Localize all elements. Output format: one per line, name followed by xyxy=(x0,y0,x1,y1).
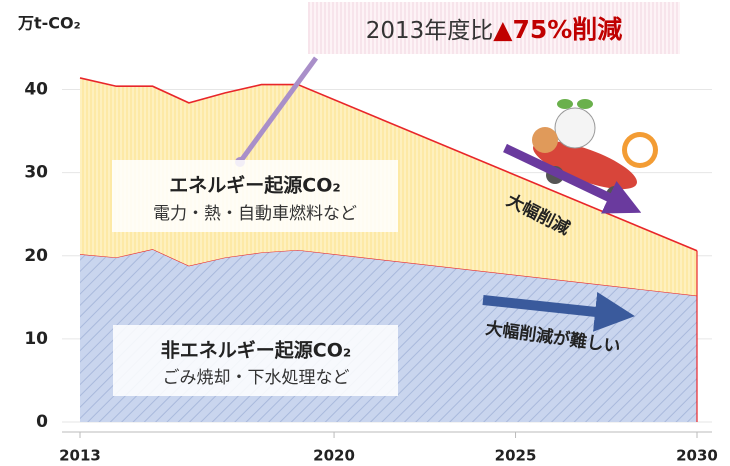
series-sublabel: 電力・熱・自動車燃料など xyxy=(153,204,357,224)
callout-lead: 2013年度比 xyxy=(366,18,494,44)
y-tick-label: 30 xyxy=(24,163,48,183)
series-label: エネルギー起源CO₂ xyxy=(169,174,340,197)
x-tick-label: 2013 xyxy=(59,447,101,465)
x-tick-label: 2020 xyxy=(313,447,355,465)
series-label: 非エネルギー起源CO₂ xyxy=(161,339,351,362)
y-tick-label: 10 xyxy=(24,329,48,349)
y-tick-label: 40 xyxy=(24,80,48,100)
callout-text: 2013年度比▲75%削減 xyxy=(366,15,623,44)
x-tick-label: 2025 xyxy=(495,447,537,465)
callout-emphasis: ▲75%削減 xyxy=(493,15,622,44)
y-tick-label: 20 xyxy=(24,246,48,266)
chart: 万t-CO₂ 2013年度比▲75%削減 エネルギー起源CO₂ 電力・熱・自動車… xyxy=(0,0,730,466)
series-sublabel: ごみ焼却・下水処理など xyxy=(163,368,350,388)
y-tick-label: 0 xyxy=(36,412,48,432)
x-tick-label: 2030 xyxy=(676,447,718,465)
y-axis-label: 万t-CO₂ xyxy=(17,14,81,33)
